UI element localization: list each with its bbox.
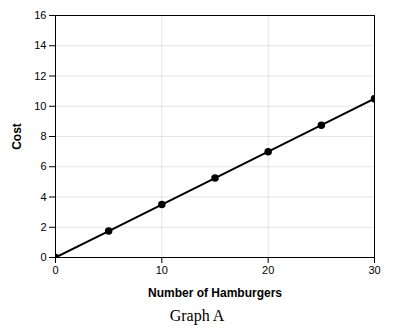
svg-text:Number of Hamburgers: Number of Hamburgers: [148, 286, 282, 300]
svg-text:10: 10: [34, 100, 46, 112]
html-text:Graph A: Graph A: [169, 307, 225, 324]
svg-text:30: 30: [368, 264, 380, 276]
svg-text:4: 4: [40, 191, 46, 203]
svg-text:6: 6: [40, 160, 46, 172]
svg-text:Cost: Cost: [10, 123, 24, 150]
svg-text:16: 16: [34, 9, 46, 21]
svg-text:8: 8: [40, 130, 46, 142]
svg-text:0: 0: [40, 251, 46, 263]
svg-text:20: 20: [262, 264, 274, 276]
svg-text:0: 0: [52, 264, 58, 276]
svg-text:14: 14: [34, 39, 46, 51]
svg-text:10: 10: [156, 264, 168, 276]
svg-text:12: 12: [34, 70, 46, 82]
svg-text:2: 2: [40, 221, 46, 233]
